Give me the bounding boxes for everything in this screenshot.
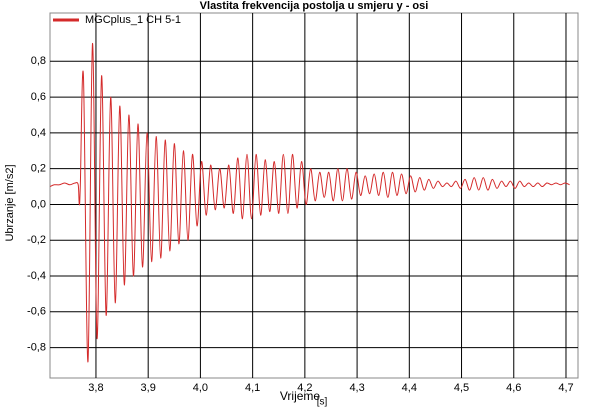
y-tick-label: -0,8 — [27, 341, 46, 353]
x-tick-label: 4,5 — [454, 382, 469, 394]
y-axis-label: Ubrzanje [m/s2] — [4, 164, 16, 241]
y-tick-label: 0,4 — [31, 127, 46, 139]
x-axis-unit: [s] — [317, 397, 328, 408]
legend-label: MGCplus_1 CH 5-1 — [85, 14, 181, 26]
y-tick-label: 0,0 — [31, 198, 46, 210]
x-axis-label: Vrijeme — [280, 389, 321, 403]
y-tick-label: 0,2 — [31, 163, 46, 175]
series-line — [49, 42, 570, 363]
x-tick-label: 4,3 — [349, 382, 364, 394]
y-tick-label: -0,2 — [27, 234, 46, 246]
x-tick-label: 4,0 — [193, 382, 208, 394]
chart-title: Vlastita frekvencija postolja u smjeru y… — [200, 0, 429, 12]
x-tick-label: 4,6 — [506, 382, 521, 394]
x-tick-label: 4,1 — [245, 382, 260, 394]
y-tick-label: -0,4 — [27, 270, 46, 282]
x-tick-label: 4,2 — [297, 382, 312, 394]
x-tick-label: 3,9 — [141, 382, 156, 394]
x-tick-label: 4,7 — [558, 382, 573, 394]
y-tick-label: -0,6 — [27, 306, 46, 318]
y-tick-label: 0,8 — [31, 55, 46, 67]
y-tick-label: 0,6 — [31, 91, 46, 103]
x-tick-label: 4,4 — [402, 382, 417, 394]
x-tick-label: 3,8 — [88, 382, 103, 394]
